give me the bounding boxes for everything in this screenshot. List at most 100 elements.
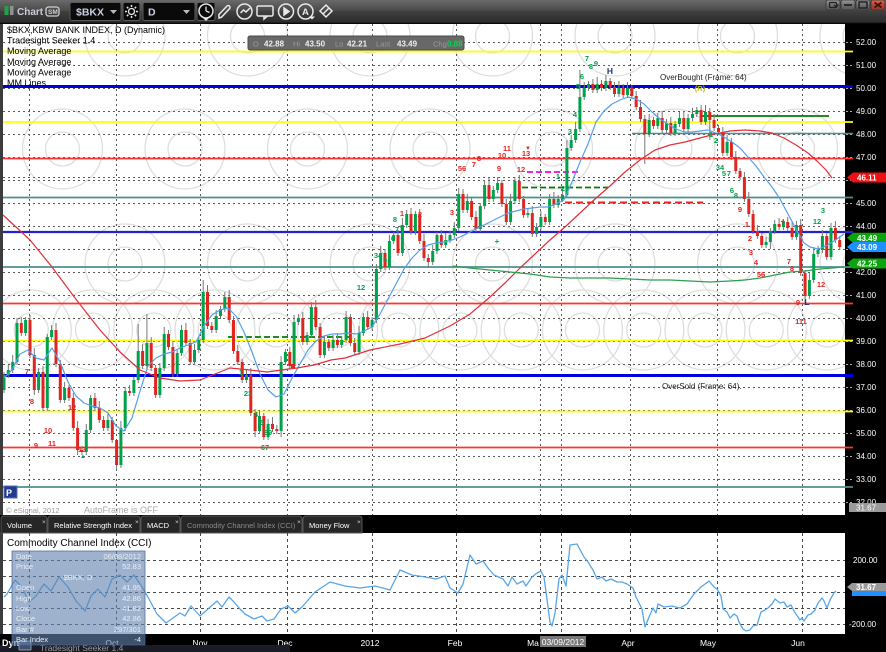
svg-text:13: 13 bbox=[522, 149, 530, 158]
svg-text:9: 9 bbox=[497, 164, 501, 173]
svg-text:31.67: 31.67 bbox=[856, 583, 877, 592]
svg-text:33.00: 33.00 bbox=[856, 475, 877, 484]
svg-text:56: 56 bbox=[458, 164, 466, 173]
svg-text:6: 6 bbox=[730, 186, 734, 195]
svg-text:45.00: 45.00 bbox=[856, 199, 877, 208]
svg-text:AutoFrame is OFF: AutoFrame is OFF bbox=[84, 505, 159, 515]
svg-text:Dyn: Dyn bbox=[2, 638, 19, 648]
svg-text:Commodity Channel Index (CCI): Commodity Channel Index (CCI) bbox=[7, 538, 152, 549]
svg-text:8: 8 bbox=[477, 154, 481, 163]
svg-text:3: 3 bbox=[821, 206, 825, 215]
svg-text:MACD: MACD bbox=[147, 521, 170, 530]
svg-text:+: + bbox=[495, 237, 500, 246]
svg-text:Low: Low bbox=[16, 604, 30, 613]
svg-text:Open: Open bbox=[16, 583, 34, 592]
svg-text:23: 23 bbox=[244, 389, 252, 398]
svg-text:9: 9 bbox=[34, 441, 38, 450]
svg-text:48.00: 48.00 bbox=[856, 130, 877, 139]
svg-text:03/09/2012: 03/09/2012 bbox=[542, 637, 585, 647]
svg-text:89: 89 bbox=[264, 428, 272, 437]
svg-text:High: High bbox=[16, 594, 31, 603]
svg-text:Jun: Jun bbox=[791, 638, 805, 648]
svg-text:7: 7 bbox=[25, 367, 29, 376]
svg-text:Last: Last bbox=[376, 40, 391, 49]
svg-text:7: 7 bbox=[472, 160, 476, 169]
svg-text:37.00: 37.00 bbox=[856, 383, 877, 392]
svg-text:8: 8 bbox=[790, 264, 794, 273]
svg-text:Chg: Chg bbox=[433, 40, 447, 49]
svg-text:9: 9 bbox=[796, 298, 800, 307]
svg-text:3: 3 bbox=[450, 208, 454, 217]
svg-text:© eSignal, 2012: © eSignal, 2012 bbox=[6, 506, 59, 515]
svg-text:38.00: 38.00 bbox=[856, 360, 877, 369]
svg-text:L: L bbox=[804, 297, 809, 307]
svg-text:(R): (R) bbox=[695, 84, 706, 93]
svg-text:43.49: 43.49 bbox=[397, 40, 418, 49]
svg-text:Money Flow: Money Flow bbox=[309, 521, 350, 530]
svg-text:Commodity Channel Index (CCI): Commodity Channel Index (CCI) bbox=[187, 521, 296, 530]
svg-text:67: 67 bbox=[261, 443, 269, 452]
svg-text:3: 3 bbox=[749, 248, 753, 257]
svg-text:11: 11 bbox=[503, 144, 511, 153]
svg-text:7: 7 bbox=[727, 169, 731, 178]
svg-text:5: 5 bbox=[383, 255, 387, 264]
svg-text:42.86: 42.86 bbox=[122, 594, 141, 603]
svg-text:OverSold (Frame: 64).: OverSold (Frame: 64). bbox=[662, 382, 742, 391]
svg-text:46.11: 46.11 bbox=[857, 174, 877, 183]
svg-text:5: 5 bbox=[260, 418, 264, 427]
svg-text:4: 4 bbox=[754, 258, 759, 267]
svg-text:6: 6 bbox=[391, 234, 395, 243]
svg-text:34: 34 bbox=[374, 251, 383, 260]
svg-text:8: 8 bbox=[589, 62, 593, 71]
svg-text:10: 10 bbox=[498, 151, 506, 160]
svg-text:41.95: 41.95 bbox=[122, 583, 141, 592]
svg-text:Apr: Apr bbox=[621, 638, 634, 648]
svg-text:Bar Index: Bar Index bbox=[16, 635, 48, 644]
svg-text:1: 1 bbox=[709, 130, 713, 139]
svg-text:2: 2 bbox=[418, 210, 422, 219]
svg-text:2: 2 bbox=[714, 136, 718, 145]
svg-text:3: 3 bbox=[568, 127, 572, 136]
svg-text:51.00: 51.00 bbox=[856, 61, 877, 70]
svg-text:O: O bbox=[253, 40, 259, 49]
svg-text:12: 12 bbox=[813, 217, 821, 226]
svg-text:Moving Average: Moving Average bbox=[7, 46, 71, 56]
svg-text:44.00: 44.00 bbox=[856, 222, 877, 231]
svg-text:▼: ▼ bbox=[525, 146, 531, 152]
svg-text:1: 1 bbox=[556, 172, 560, 181]
svg-text:×: × bbox=[135, 519, 139, 526]
svg-text:Chart: Chart bbox=[17, 7, 44, 18]
svg-text:8: 8 bbox=[734, 191, 738, 200]
svg-text:Tradesight Seeker 1.4: Tradesight Seeker 1.4 bbox=[7, 36, 95, 46]
svg-text:2012: 2012 bbox=[361, 638, 380, 648]
svg-text:42.86: 42.86 bbox=[122, 614, 141, 623]
svg-text:8: 8 bbox=[393, 215, 397, 224]
svg-text:Relative Strength Index: Relative Strength Index bbox=[54, 521, 132, 530]
svg-text:42.25: 42.25 bbox=[857, 260, 878, 269]
svg-text:43.50: 43.50 bbox=[305, 40, 326, 49]
svg-text:7: 7 bbox=[395, 225, 399, 234]
svg-text:34: 34 bbox=[716, 163, 725, 172]
svg-text:Hi: Hi bbox=[293, 40, 300, 49]
svg-text:Tradesight Seeker 1.4: Tradesight Seeker 1.4 bbox=[40, 643, 124, 652]
svg-text:11: 11 bbox=[48, 439, 56, 448]
svg-text:D: D bbox=[148, 7, 156, 19]
svg-text:41.00: 41.00 bbox=[856, 291, 877, 300]
svg-text:Bar #: Bar # bbox=[16, 625, 35, 634]
svg-text:Volume: Volume bbox=[7, 521, 32, 530]
svg-text:Close: Close bbox=[16, 614, 35, 623]
svg-text:+: + bbox=[781, 217, 786, 226]
svg-text:1: 1 bbox=[239, 368, 243, 377]
svg-text:Lo: Lo bbox=[335, 40, 343, 49]
svg-text:42.88: 42.88 bbox=[264, 40, 285, 49]
svg-text:52.83: 52.83 bbox=[122, 562, 141, 571]
svg-text:A: A bbox=[302, 7, 309, 18]
svg-text:13: 13 bbox=[78, 445, 86, 454]
svg-text:MM Lines: MM Lines bbox=[7, 78, 47, 88]
svg-text:×: × bbox=[297, 519, 301, 526]
svg-text:39.00: 39.00 bbox=[856, 337, 877, 346]
svg-text:5: 5 bbox=[576, 82, 580, 91]
svg-text:42.21: 42.21 bbox=[347, 40, 368, 49]
svg-text:2: 2 bbox=[748, 234, 752, 243]
svg-text:49.00: 49.00 bbox=[856, 107, 877, 116]
